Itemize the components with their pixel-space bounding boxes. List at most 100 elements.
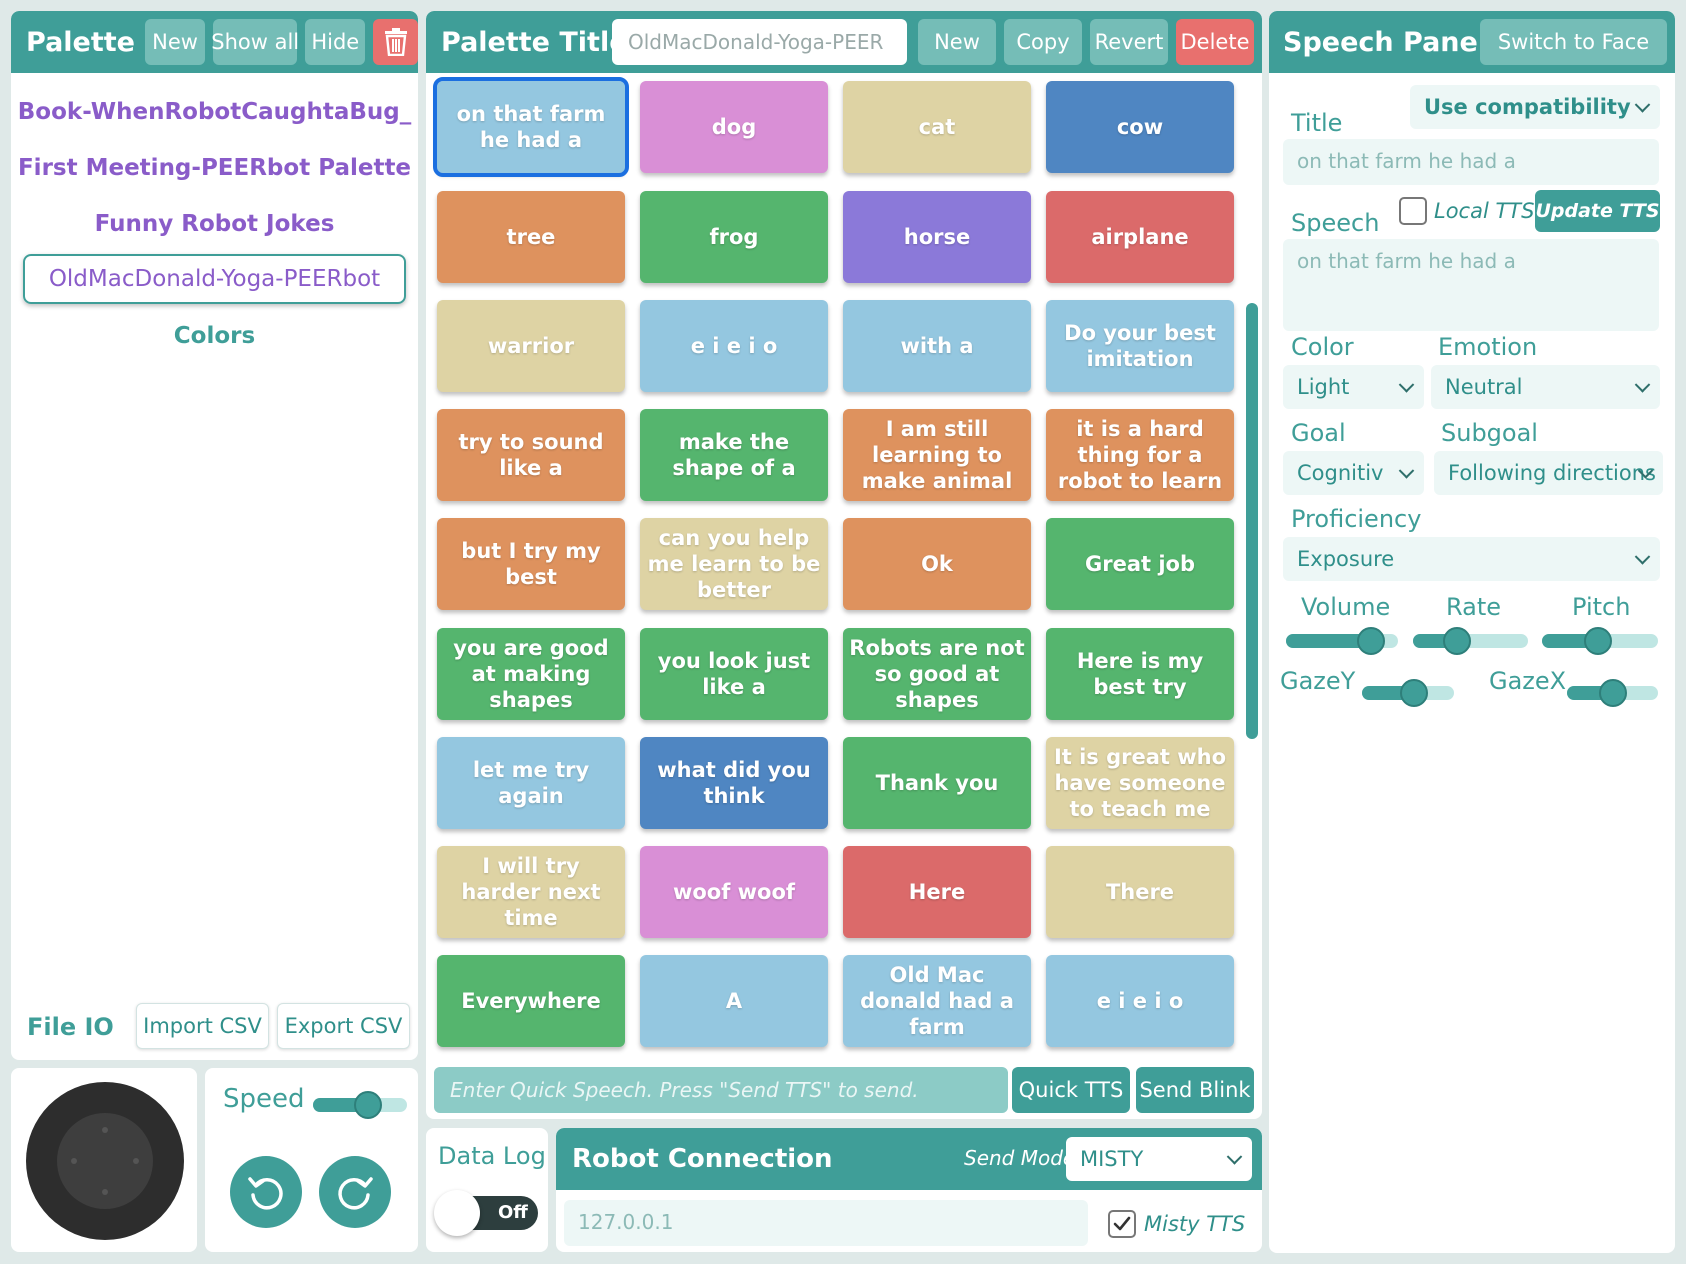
speech-tile[interactable]: Old Mac donald had a farm <box>843 955 1031 1047</box>
volume-slider-fill <box>1286 634 1371 648</box>
palette-editor-panel: Palette Title: OldMacDonald-Yoga-PEER Ne… <box>426 11 1262 1119</box>
speech-tile[interactable]: Do your best imitation <box>1046 300 1234 392</box>
speech-tile[interactable]: woof woof <box>640 846 828 938</box>
gazex-slider[interactable] <box>1567 679 1658 707</box>
speech-tile[interactable]: horse <box>843 191 1031 283</box>
file-io-label: File IO <box>27 1013 114 1041</box>
volume-slider-handle[interactable] <box>1357 627 1385 655</box>
palette-header: Palette New Show all Hide <box>11 11 418 73</box>
palette-item-selected[interactable]: OldMacDonald-Yoga-PEERbot <box>23 254 406 304</box>
speech-tile[interactable]: on that farm he had a <box>433 77 629 177</box>
local-tts-checkbox[interactable] <box>1399 197 1427 225</box>
speech-tile[interactable]: let me try again <box>437 737 625 829</box>
speech-textarea[interactable]: on that farm he had a <box>1283 239 1659 331</box>
palette-item[interactable]: Book-WhenRobotCaughtaBug_ <box>17 99 412 125</box>
speech-tile[interactable]: e i e i o <box>1046 955 1234 1047</box>
ip-address-input[interactable]: 127.0.0.1 <box>564 1200 1088 1246</box>
speech-tile[interactable]: I will try harder next time <box>437 846 625 938</box>
color-select[interactable]: Light <box>1283 365 1424 409</box>
rotate-left-button[interactable] <box>230 1156 302 1228</box>
speed-slider[interactable] <box>313 1091 407 1119</box>
quick-tts-button[interactable]: Quick TTS <box>1012 1067 1130 1113</box>
emotion-select[interactable]: Neutral <box>1431 365 1660 409</box>
speech-tile[interactable]: cow <box>1046 81 1234 173</box>
speech-tile[interactable]: Here is my best try <box>1046 628 1234 720</box>
speech-tile[interactable]: Everywhere <box>437 955 625 1047</box>
delete-palette-button[interactable] <box>373 19 418 65</box>
speech-tile[interactable]: with a <box>843 300 1031 392</box>
speech-tile[interactable]: warrior <box>437 300 625 392</box>
speech-tile[interactable]: Here <box>843 846 1031 938</box>
palette-item[interactable]: First Meeting-PEERbot Palette <box>17 155 412 181</box>
volume-slider[interactable] <box>1286 627 1398 655</box>
export-csv-button[interactable]: Export CSV <box>277 1003 410 1049</box>
speech-tile[interactable]: make the shape of a <box>640 409 828 501</box>
speech-tile[interactable]: can you help me learn to be better <box>640 518 828 610</box>
gazey-slider[interactable] <box>1362 679 1454 707</box>
color-label: Color <box>1291 333 1354 361</box>
speech-tile[interactable]: Ok <box>843 518 1031 610</box>
send-mode-value: MISTY <box>1080 1147 1144 1171</box>
pitch-slider-handle[interactable] <box>1584 627 1612 655</box>
data-log-toggle[interactable]: Off <box>434 1190 538 1236</box>
joystick-base[interactable] <box>26 1082 184 1240</box>
proficiency-select[interactable]: Exposure <box>1283 537 1660 581</box>
speech-panel-title: Speech Panel <box>1283 26 1488 58</box>
hide-button[interactable]: Hide <box>305 19 366 65</box>
gazey-slider-handle[interactable] <box>1400 679 1428 707</box>
speech-tile[interactable]: what did you think <box>640 737 828 829</box>
speech-tile[interactable]: dog <box>640 81 828 173</box>
copy-button[interactable]: Copy <box>1004 19 1082 65</box>
goal-select[interactable]: Cognitiv <box>1283 451 1424 495</box>
speech-tile[interactable]: airplane <box>1046 191 1234 283</box>
toggle-handle[interactable] <box>434 1190 480 1236</box>
show-all-button[interactable]: Show all <box>211 19 299 65</box>
quick-speech-input[interactable]: Enter Quick Speech. Press "Send TTS" to … <box>434 1067 1008 1113</box>
revert-button[interactable]: Revert <box>1090 19 1168 65</box>
speech-header: Speech Panel Switch to Face <box>1269 11 1675 73</box>
speech-tile[interactable]: try to sound like a <box>437 409 625 501</box>
new-palette-button[interactable]: New <box>144 19 206 65</box>
delete-button[interactable]: Delete <box>1176 19 1254 65</box>
gazex-slider-handle[interactable] <box>1599 679 1627 707</box>
update-tts-button[interactable]: Update TTS <box>1535 190 1660 232</box>
rotate-right-button[interactable] <box>319 1156 391 1228</box>
send-blink-button[interactable]: Send Blink <box>1136 1067 1254 1113</box>
palette-title-input[interactable]: OldMacDonald-Yoga-PEER <box>612 19 907 65</box>
speech-tile[interactable]: There <box>1046 846 1234 938</box>
pitch-label: Pitch <box>1572 593 1631 621</box>
tile-scrollbar[interactable] <box>1246 303 1258 739</box>
speech-tile[interactable]: you look just like a <box>640 628 828 720</box>
compatibility-select[interactable]: Use compatibility <box>1410 85 1660 129</box>
chevron-down-icon <box>1398 463 1415 479</box>
chevron-down-icon <box>1634 97 1651 113</box>
subgoal-select[interactable]: Following directions <box>1434 451 1663 495</box>
speech-tile[interactable]: you are good at making shapes <box>437 628 625 720</box>
speech-tile[interactable]: tree <box>437 191 625 283</box>
speech-tile[interactable]: Thank you <box>843 737 1031 829</box>
speech-tile[interactable]: it is a hard thing for a robot to learn <box>1046 409 1234 501</box>
misty-tts-label: Misty TTS <box>1144 1212 1246 1236</box>
joystick-panel <box>11 1068 197 1252</box>
speech-tile[interactable]: I am still learning to make animal <box>843 409 1031 501</box>
rate-slider[interactable] <box>1413 627 1528 655</box>
speech-tile[interactable]: It is great who have someone to teach me <box>1046 737 1234 829</box>
import-csv-button[interactable]: Import CSV <box>136 1003 269 1049</box>
title-input[interactable]: on that farm he had a <box>1283 139 1659 185</box>
palette-item[interactable]: Funny Robot Jokes <box>94 211 335 237</box>
speech-tile[interactable]: frog <box>640 191 828 283</box>
palette-item[interactable]: Colors <box>173 323 256 349</box>
misty-tts-checkbox[interactable] <box>1108 1210 1136 1238</box>
switch-to-face-button[interactable]: Switch to Face <box>1480 19 1667 65</box>
rate-slider-handle[interactable] <box>1443 627 1471 655</box>
speech-tile[interactable]: Robots are not so good at shapes <box>843 628 1031 720</box>
speech-tile[interactable]: Great job <box>1046 518 1234 610</box>
speech-tile[interactable]: but I try my best <box>437 518 625 610</box>
speech-tile[interactable]: A <box>640 955 828 1047</box>
speech-tile[interactable]: e i e i o <box>640 300 828 392</box>
send-mode-select[interactable]: MISTY <box>1066 1137 1252 1181</box>
pitch-slider[interactable] <box>1542 627 1658 655</box>
new-button[interactable]: New <box>918 19 996 65</box>
speed-slider-handle[interactable] <box>354 1091 382 1119</box>
speech-tile[interactable]: cat <box>843 81 1031 173</box>
